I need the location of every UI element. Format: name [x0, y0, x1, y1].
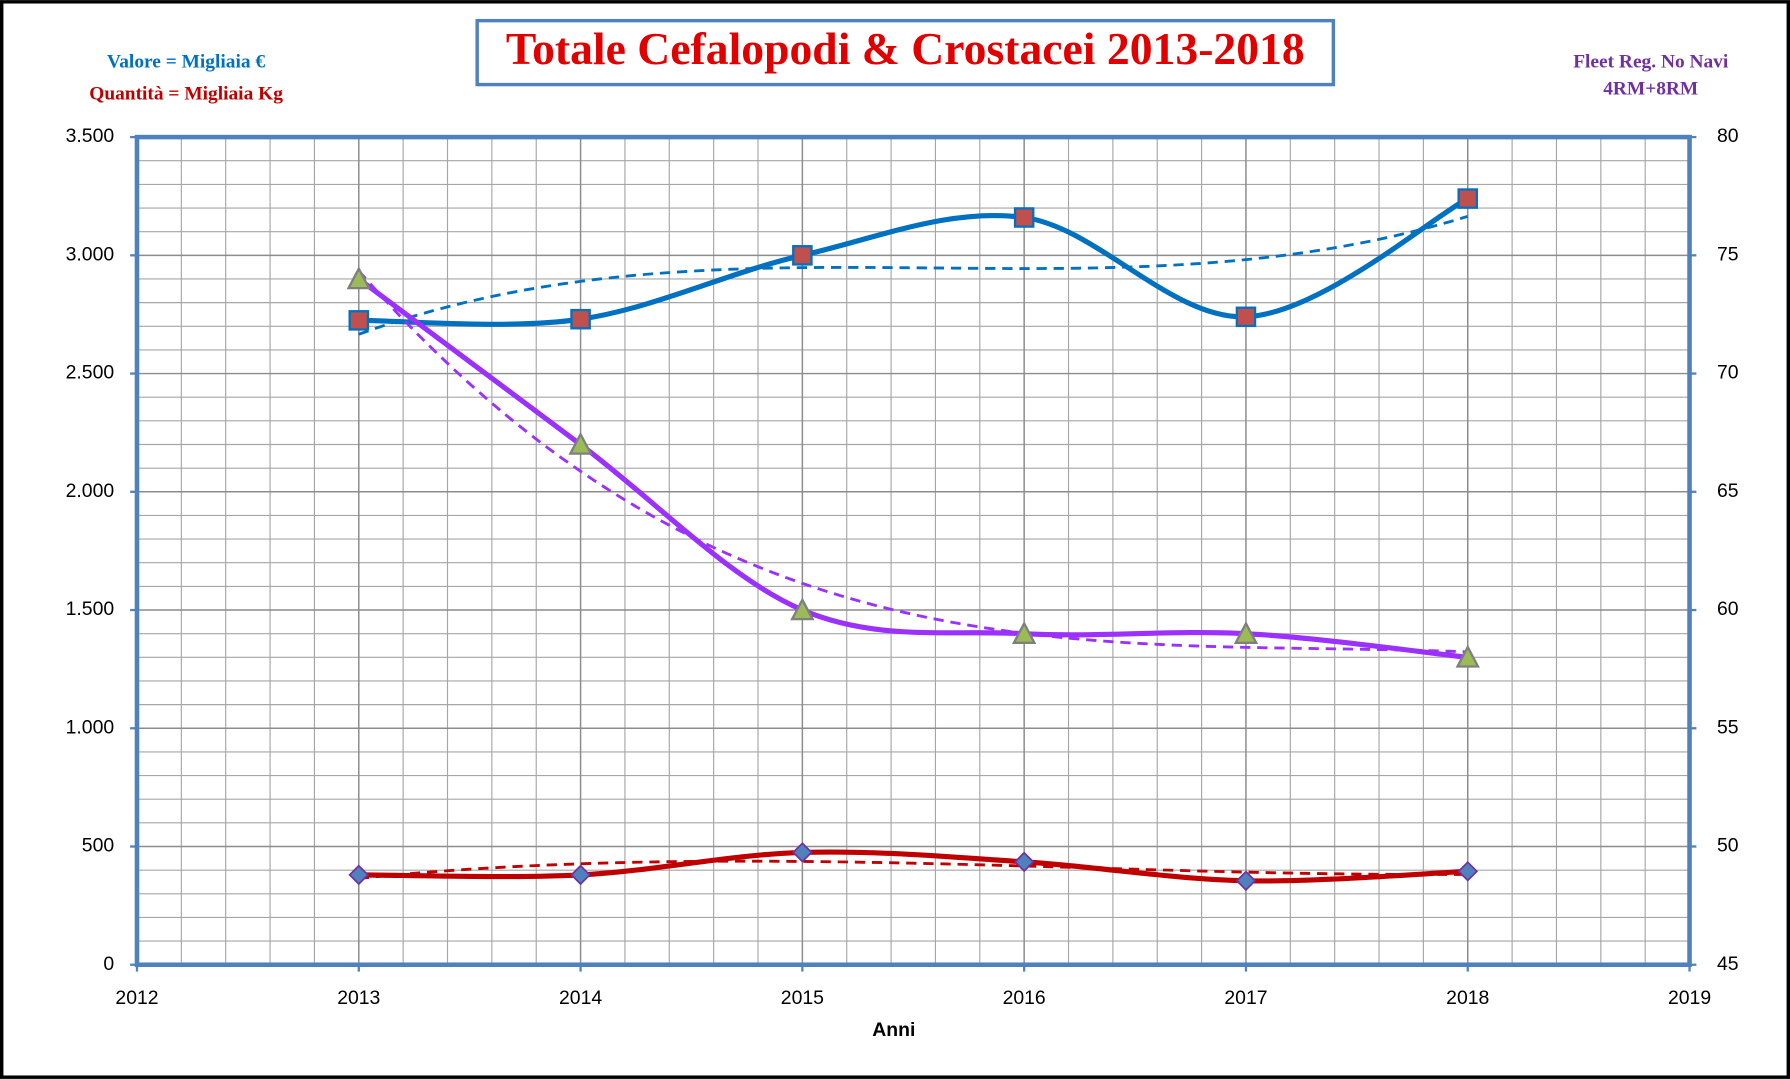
x-tick-label: 2016	[1003, 987, 1046, 1009]
marker	[1011, 620, 1037, 644]
y2-tick-label: 50	[1717, 835, 1739, 857]
x-tick-label: 2015	[781, 987, 824, 1009]
chart-title: Totale Cefalopodi & Crostacei 2013-2018	[506, 23, 1305, 74]
trend-line	[357, 269, 1468, 654]
marker	[1013, 851, 1035, 873]
marker	[346, 266, 371, 290]
trend-line	[358, 859, 1468, 880]
marker	[1457, 188, 1479, 209]
plot-frame	[134, 134, 1692, 968]
annotation: 4RM+8RM	[1603, 79, 1698, 100]
marker	[790, 597, 815, 621]
x-axis-title: Anni	[872, 1019, 915, 1041]
y2-tick-label: 45	[1717, 953, 1739, 975]
y-tick-label: 2.000	[66, 480, 115, 502]
marker	[568, 431, 593, 455]
y2-tick-label: 75	[1717, 243, 1739, 265]
x-tick-label: 2018	[1446, 987, 1489, 1009]
y2-tick-label: 65	[1717, 480, 1739, 502]
line	[358, 196, 1469, 327]
marker	[570, 864, 591, 886]
title-box	[475, 18, 1336, 87]
marker	[792, 842, 813, 863]
x-tick-label: 2013	[337, 987, 380, 1009]
marker	[1235, 870, 1257, 892]
x-tick-label: 2014	[559, 987, 602, 1009]
annotation: Valore = Migliaia €	[107, 51, 265, 72]
marker	[1457, 860, 1479, 882]
x-tick-label: 2019	[1668, 987, 1711, 1009]
line	[357, 276, 1469, 660]
line	[358, 849, 1468, 884]
marker	[570, 308, 591, 330]
y-tick-label: 1.000	[66, 716, 115, 738]
x-tick-label: 2017	[1224, 987, 1267, 1009]
y2-tick-label: 80	[1717, 125, 1739, 147]
marker	[1233, 620, 1259, 644]
annotation: Quantità = Migliaia Kg	[89, 83, 283, 104]
y-tick-label: 500	[82, 835, 115, 857]
marker	[1455, 644, 1480, 668]
y-tick-label: 1.500	[66, 598, 115, 620]
marker	[792, 245, 813, 266]
marker	[348, 310, 370, 331]
marker	[348, 864, 370, 886]
marker	[1013, 207, 1035, 228]
marker	[1235, 306, 1257, 328]
y2-tick-label: 55	[1717, 716, 1739, 738]
y-tick-label: 2.500	[66, 362, 115, 384]
y-tick-label: 3.000	[66, 243, 115, 265]
x-tick-label: 2012	[115, 987, 158, 1009]
y2-tick-label: 70	[1717, 362, 1739, 384]
y-tick-label: 0	[103, 953, 114, 975]
y-tick-label: 3.500	[66, 125, 115, 147]
trend-line	[358, 214, 1469, 336]
annotation: Fleet Reg. No Navi	[1573, 51, 1729, 72]
y2-tick-label: 60	[1717, 598, 1739, 620]
